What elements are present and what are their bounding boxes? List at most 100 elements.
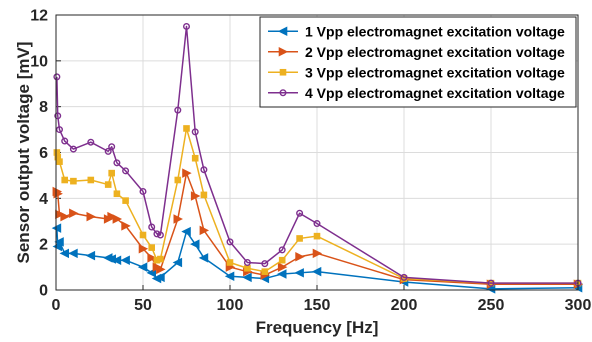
series-4-point [200,166,208,174]
series-1-point [51,223,62,233]
series-3-point [70,177,77,185]
series-1-point [68,248,78,259]
series-3-point [278,256,286,264]
series-4-point [54,112,62,120]
series-layer [51,22,584,294]
series-1-point [52,241,63,252]
series-4-point [226,238,234,246]
series-4-point [61,137,69,145]
series-1-point [120,255,130,265]
axis-ticks: 0 50 100 150 200 250 300 0 2 4 6 8 10 12 [30,8,591,315]
series-4 [53,22,582,287]
series-2-point [147,253,157,263]
series-1-point [85,250,96,261]
series-2-point [86,211,96,222]
y-tick-label: 2 [39,237,48,254]
series-1-point [190,239,200,249]
series-2-point [312,248,323,259]
legend-label: 1 Vpp electromagnet excitation voltage [305,23,565,39]
legend-box [259,16,577,108]
series-1 [51,223,583,294]
series-3-point [191,154,199,162]
series-3-point [174,176,182,184]
series-1-point [485,284,496,294]
series-4-point [53,73,61,81]
series-3-point [261,268,269,275]
series-2-point [112,214,123,224]
series-2-point [182,168,192,178]
series-2-point [60,211,70,222]
legend-label: 2 Vpp electromagnet excitation voltage [305,44,565,60]
series-2-point [138,244,149,254]
series-1-point [311,266,322,277]
legend-swatch-marker [279,68,287,76]
series-2-point [107,211,117,222]
legend-entry-1: 1 Vpp electromagnet excitation voltage [268,23,565,39]
x-tick-label: 100 [217,297,244,314]
series-1-point [242,272,252,283]
series-3-point [296,235,303,242]
series-4-point [108,143,116,151]
series-4-point [296,209,304,217]
y-tick-label: 6 [39,145,48,162]
series-1-point [224,271,235,281]
legend-swatch-marker [278,47,289,57]
series-3-point [104,181,112,188]
legend-label: 3 Vpp electromagnet excitation voltage [305,64,565,80]
series-4-point [400,273,408,281]
series-4-point [148,223,156,231]
x-tick-label: 0 [52,297,61,314]
x-tick-label: 50 [134,297,152,314]
series-3-point [313,232,321,240]
legend-entry-2: 2 Vpp electromagnet excitation voltage [268,44,565,60]
y-tick-label: 0 [39,283,48,300]
series-1-point [277,269,287,279]
series-4-point [139,187,147,195]
series-3-point [113,190,121,198]
plot-frame [55,14,579,291]
series-1-point [181,226,191,237]
y-tick-label: 8 [39,99,48,116]
series-4-point [87,138,95,146]
series-3-point [244,264,251,272]
x-tick-label: 300 [565,297,592,314]
series-3 [53,125,582,287]
series-2-point [295,252,305,262]
y-tick-label: 12 [30,8,48,25]
legend-label: 4 Vpp electromagnet excitation voltage [305,85,565,101]
x-tick-label: 200 [391,297,418,314]
x-tick-label: 250 [478,297,505,314]
series-2-point [173,214,183,224]
series-3-point [157,255,164,263]
series-3-point [183,125,190,132]
series-3-point [61,176,68,184]
series-3-point [122,197,129,204]
series-3-point [200,191,208,199]
series-4-point [156,231,164,239]
series-4-point [182,22,190,30]
series-4-point [122,167,130,175]
legend-swatch-marker [277,26,288,36]
series-2-point [190,191,201,201]
series-4-point [174,106,182,114]
series-1-point [54,237,64,247]
series-4-point [55,126,63,134]
series-4-point [113,159,121,167]
series-4-point [153,230,161,238]
series-4-point [487,279,495,287]
legend: 1 Vpp electromagnet excitation voltage 2 … [259,16,577,108]
series-4-point [69,145,77,153]
series-4-line [56,25,578,284]
series-2 [52,168,584,290]
series-3-point [87,176,95,184]
series-3-point [56,158,63,165]
series-4-point [313,220,321,228]
x-tick-label: 150 [304,297,331,314]
y-axis-label: Sensor output voltage [mV] [14,42,33,264]
series-1-point [155,272,165,283]
series-3-point [148,244,156,251]
series-1-point [137,262,148,272]
series-2-point [199,225,210,236]
